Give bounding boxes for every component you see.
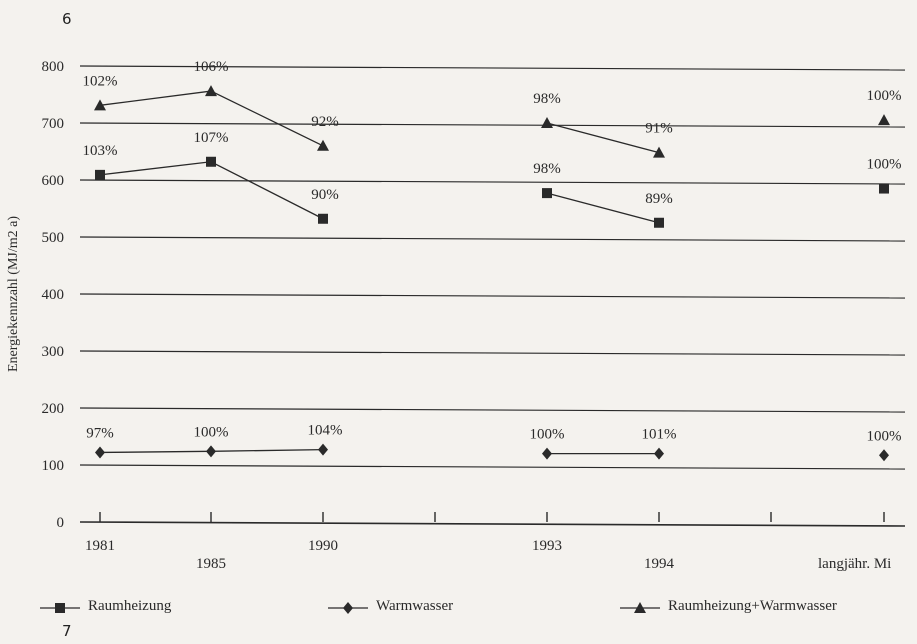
point-warmwasser (654, 447, 664, 460)
point-warmwasser (318, 443, 328, 456)
legend-marker-raumheizung-warmwasser (634, 602, 646, 613)
gridline (79, 521, 906, 527)
x-tick-label: 1985 (196, 556, 226, 572)
point-raumheizung (318, 213, 328, 224)
series-line-raumheizung-warmwasser (546, 122, 660, 154)
data-label-raumheizung: 100% (867, 157, 902, 173)
data-label-raumheizung: 103% (83, 143, 118, 159)
point-raumheizung (206, 156, 216, 167)
data-label-warmwasser: 97% (86, 425, 114, 441)
data-label-raumheizung: 98% (533, 161, 561, 177)
legend-marker-warmwasser (343, 602, 353, 614)
data-label-warmwasser: 101% (642, 427, 677, 443)
x-tick-label: 1990 (308, 538, 338, 554)
y-tick-label: 700 (42, 116, 65, 132)
legend-marker-raumheizung (55, 603, 65, 613)
gridline (79, 122, 906, 128)
data-label-warmwasser: 100% (530, 427, 565, 443)
x-tick-label: 1993 (532, 538, 562, 554)
data-label-raumheizung-warmwasser: 102% (83, 73, 118, 89)
legend-label-raumheizung-warmwasser: Raumheizung+Warmwasser (668, 598, 837, 614)
y-tick-label: 600 (42, 173, 65, 189)
y-tick-label: 0 (57, 515, 65, 531)
point-raumheizung (654, 217, 664, 228)
legend-label-warmwasser: Warmwasser (376, 598, 453, 614)
point-raumheizung (879, 183, 889, 194)
point-warmwasser (542, 447, 552, 460)
data-label-raumheizung: 90% (311, 187, 339, 203)
point-raumheizung (542, 188, 552, 199)
point-raumheizung-warmwasser (205, 85, 217, 97)
x-tick-label: langjähr. Mi (818, 556, 891, 572)
point-raumheizung-warmwasser (94, 99, 106, 111)
y-tick-label: 500 (42, 230, 65, 246)
gridline (79, 407, 906, 413)
point-raumheizung-warmwasser (541, 117, 553, 128)
data-label-raumheizung: 89% (645, 191, 673, 207)
y-tick-label: 400 (42, 287, 65, 303)
y-tick-label: 800 (42, 59, 65, 75)
point-warmwasser (879, 449, 889, 462)
data-label-raumheizung-warmwasser: 92% (311, 114, 339, 130)
gridline (79, 293, 906, 299)
series-line-raumheizung (99, 161, 324, 220)
gridline (79, 179, 906, 185)
data-label-warmwasser: 104% (308, 423, 343, 439)
data-label-raumheizung: 107% (194, 130, 229, 146)
x-tick-label: 1981 (85, 538, 115, 554)
series-line-raumheizung (546, 192, 660, 224)
data-label-raumheizung-warmwasser: 106% (194, 59, 229, 75)
gridline (79, 236, 906, 242)
page-number-top: 6 (62, 10, 72, 28)
point-raumheizung-warmwasser (653, 146, 665, 158)
legend-label-raumheizung: Raumheizung (88, 598, 172, 614)
y-axis-label: Energiekennzahl (MJ/m2 a) (6, 216, 21, 372)
x-tick-label: 1994 (644, 556, 675, 572)
gridline (79, 350, 906, 356)
point-warmwasser (95, 446, 105, 459)
data-label-warmwasser: 100% (867, 428, 902, 444)
data-label-raumheizung-warmwasser: 98% (533, 91, 561, 107)
gridline (79, 65, 906, 71)
point-raumheizung (95, 169, 105, 180)
y-tick-label: 200 (42, 401, 65, 417)
page-number-bottom: 7 (62, 622, 72, 640)
data-label-raumheizung-warmwasser: 91% (645, 121, 673, 137)
data-label-raumheizung-warmwasser: 100% (867, 88, 902, 104)
data-label-warmwasser: 100% (194, 424, 229, 440)
point-raumheizung-warmwasser (317, 139, 329, 151)
y-tick-label: 100 (42, 458, 65, 474)
point-warmwasser (206, 445, 216, 458)
gridline (79, 464, 906, 470)
point-raumheizung-warmwasser (878, 114, 890, 126)
y-tick-label: 300 (42, 344, 65, 360)
